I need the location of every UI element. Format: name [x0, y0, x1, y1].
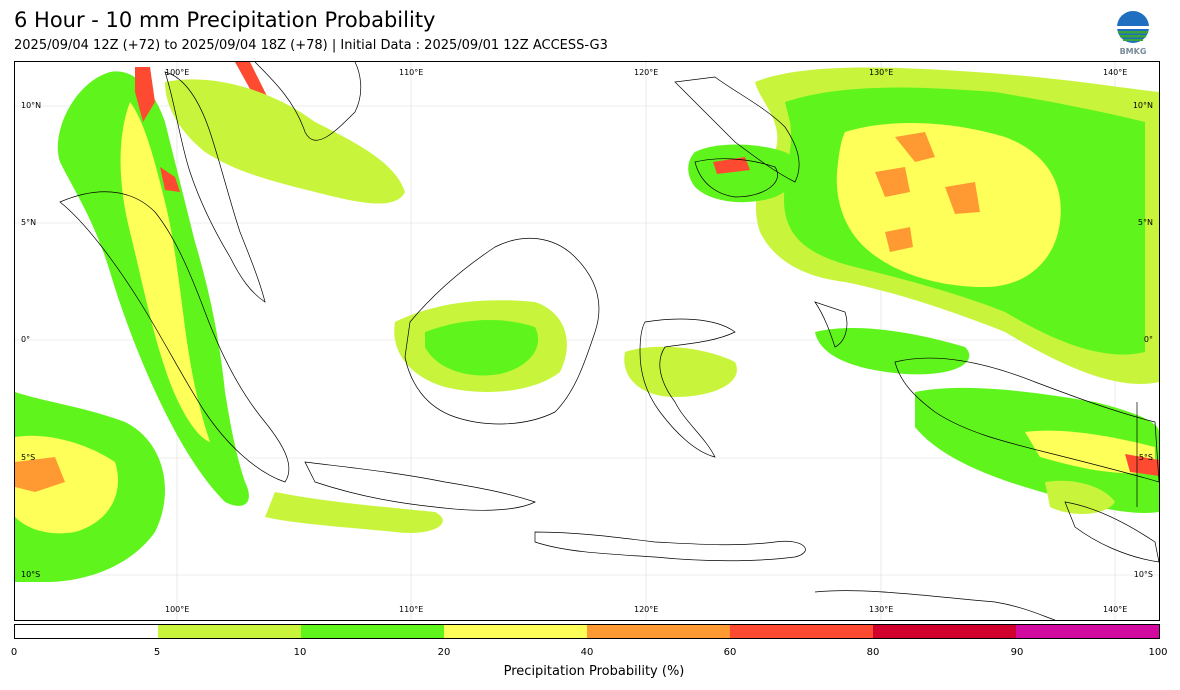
lon-label-bottom-120: 120°E — [634, 605, 659, 614]
colorbar — [14, 624, 1160, 639]
colorbar-segment-90-100 — [1016, 625, 1159, 638]
lon-label-top-140: 140°E — [1103, 68, 1128, 77]
lat-label-right-10s: 10°S — [1133, 570, 1153, 579]
coastline-java — [304, 461, 536, 511]
lon-label-top-130: 130°E — [869, 68, 894, 77]
precip-area-mindanao-high — [713, 157, 750, 174]
precip-area-timor — [1045, 480, 1115, 514]
precip-area-pacific-high — [875, 132, 980, 252]
precip-area-borneo-core — [425, 320, 539, 376]
lon-label-bottom-140: 140°E — [1103, 605, 1128, 614]
precip-area-scs-north — [165, 79, 405, 204]
precip-area-sumatra-high — [135, 62, 270, 192]
precip-area-mindanao — [688, 144, 798, 203]
logo-text: BMKG — [1120, 47, 1147, 56]
lat-label-right-5s: 5°S — [1138, 453, 1153, 462]
precip-area-sulawesi — [624, 346, 737, 397]
lon-label-top-120: 120°E — [634, 68, 659, 77]
map-canvas — [15, 62, 1159, 620]
lat-label-left-10s: 10°S — [21, 570, 41, 579]
lat-label-right-10n: 10°N — [1132, 101, 1153, 110]
colorbar-label: Precipitation Probability (%) — [503, 664, 685, 679]
lon-label-top-110: 110°E — [399, 68, 424, 77]
lat-label-right-0: 0° — [1143, 335, 1153, 344]
colorbar-tick-80: 80 — [866, 647, 880, 658]
colorbar-segment-5-10 — [158, 625, 301, 638]
coastline-philippines — [674, 76, 800, 198]
coastline-indochina — [254, 62, 362, 141]
precipitation-map: 100°E 110°E 120°E 130°E 140°E 100°E 110°… — [14, 61, 1160, 621]
precip-area-indian-ocean-high — [15, 457, 65, 492]
colorbar-tick-0: 0 — [10, 647, 18, 658]
coastline-lesser-sunda — [534, 531, 806, 562]
colorbar-segment-0-5 — [15, 625, 158, 638]
bmkg-logo: BMKG — [1112, 10, 1154, 56]
chart-title: 6 Hour - 10 mm Precipitation Probability — [14, 8, 436, 32]
lat-label-right-5n: 5°N — [1137, 218, 1153, 227]
precip-area-sumatra-core — [120, 102, 210, 442]
coastline-sulawesi — [639, 318, 736, 458]
bmkg-globe-logo-icon: BMKG — [1117, 11, 1149, 56]
lat-label-left-5s: 5°S — [21, 453, 36, 462]
colorbar-tick-20: 20 — [437, 647, 451, 658]
chart-subtitle: 2025/09/04 12Z (+72) to 2025/09/04 18Z (… — [14, 38, 608, 53]
colorbar-segment-20-40 — [444, 625, 587, 638]
lon-label-top-100: 100°E — [165, 68, 190, 77]
coastline-sumatra — [59, 191, 290, 483]
coastline-borneo — [404, 237, 600, 425]
colorbar-segment-10-20 — [301, 625, 444, 638]
precip-area-new-guinea-high — [1125, 454, 1159, 476]
colorbar-segment-60-80 — [730, 625, 873, 638]
precip-area-java-south — [265, 492, 443, 533]
colorbar-tick-100: 100 — [1148, 647, 1168, 658]
precip-area-maluku — [815, 327, 970, 375]
coastline-new-guinea — [894, 357, 1159, 483]
lon-label-bottom-130: 130°E — [869, 605, 894, 614]
lon-label-bottom-110: 110°E — [399, 605, 424, 614]
lat-label-left-10n: 10°N — [21, 101, 42, 110]
coastline-halmahera — [814, 301, 848, 348]
colorbar-segment-40-60 — [587, 625, 730, 638]
colorbar-tick-60: 60 — [723, 647, 737, 658]
coastline-australia-north — [814, 501, 1159, 620]
coastline-malay-peninsula — [164, 71, 266, 303]
colorbar-tick-5: 5 — [153, 647, 161, 658]
colorbar-segment-80-90 — [873, 625, 1016, 638]
lat-label-left-5n: 5°N — [21, 218, 37, 227]
colorbar-tick-10: 10 — [293, 647, 307, 658]
colorbar-tick-40: 40 — [580, 647, 594, 658]
lon-label-bottom-100: 100°E — [165, 605, 190, 614]
precip-area-new-guinea-core — [1025, 430, 1155, 474]
lat-label-left-0: 0° — [21, 335, 31, 344]
colorbar-tick-90: 90 — [1010, 647, 1024, 658]
